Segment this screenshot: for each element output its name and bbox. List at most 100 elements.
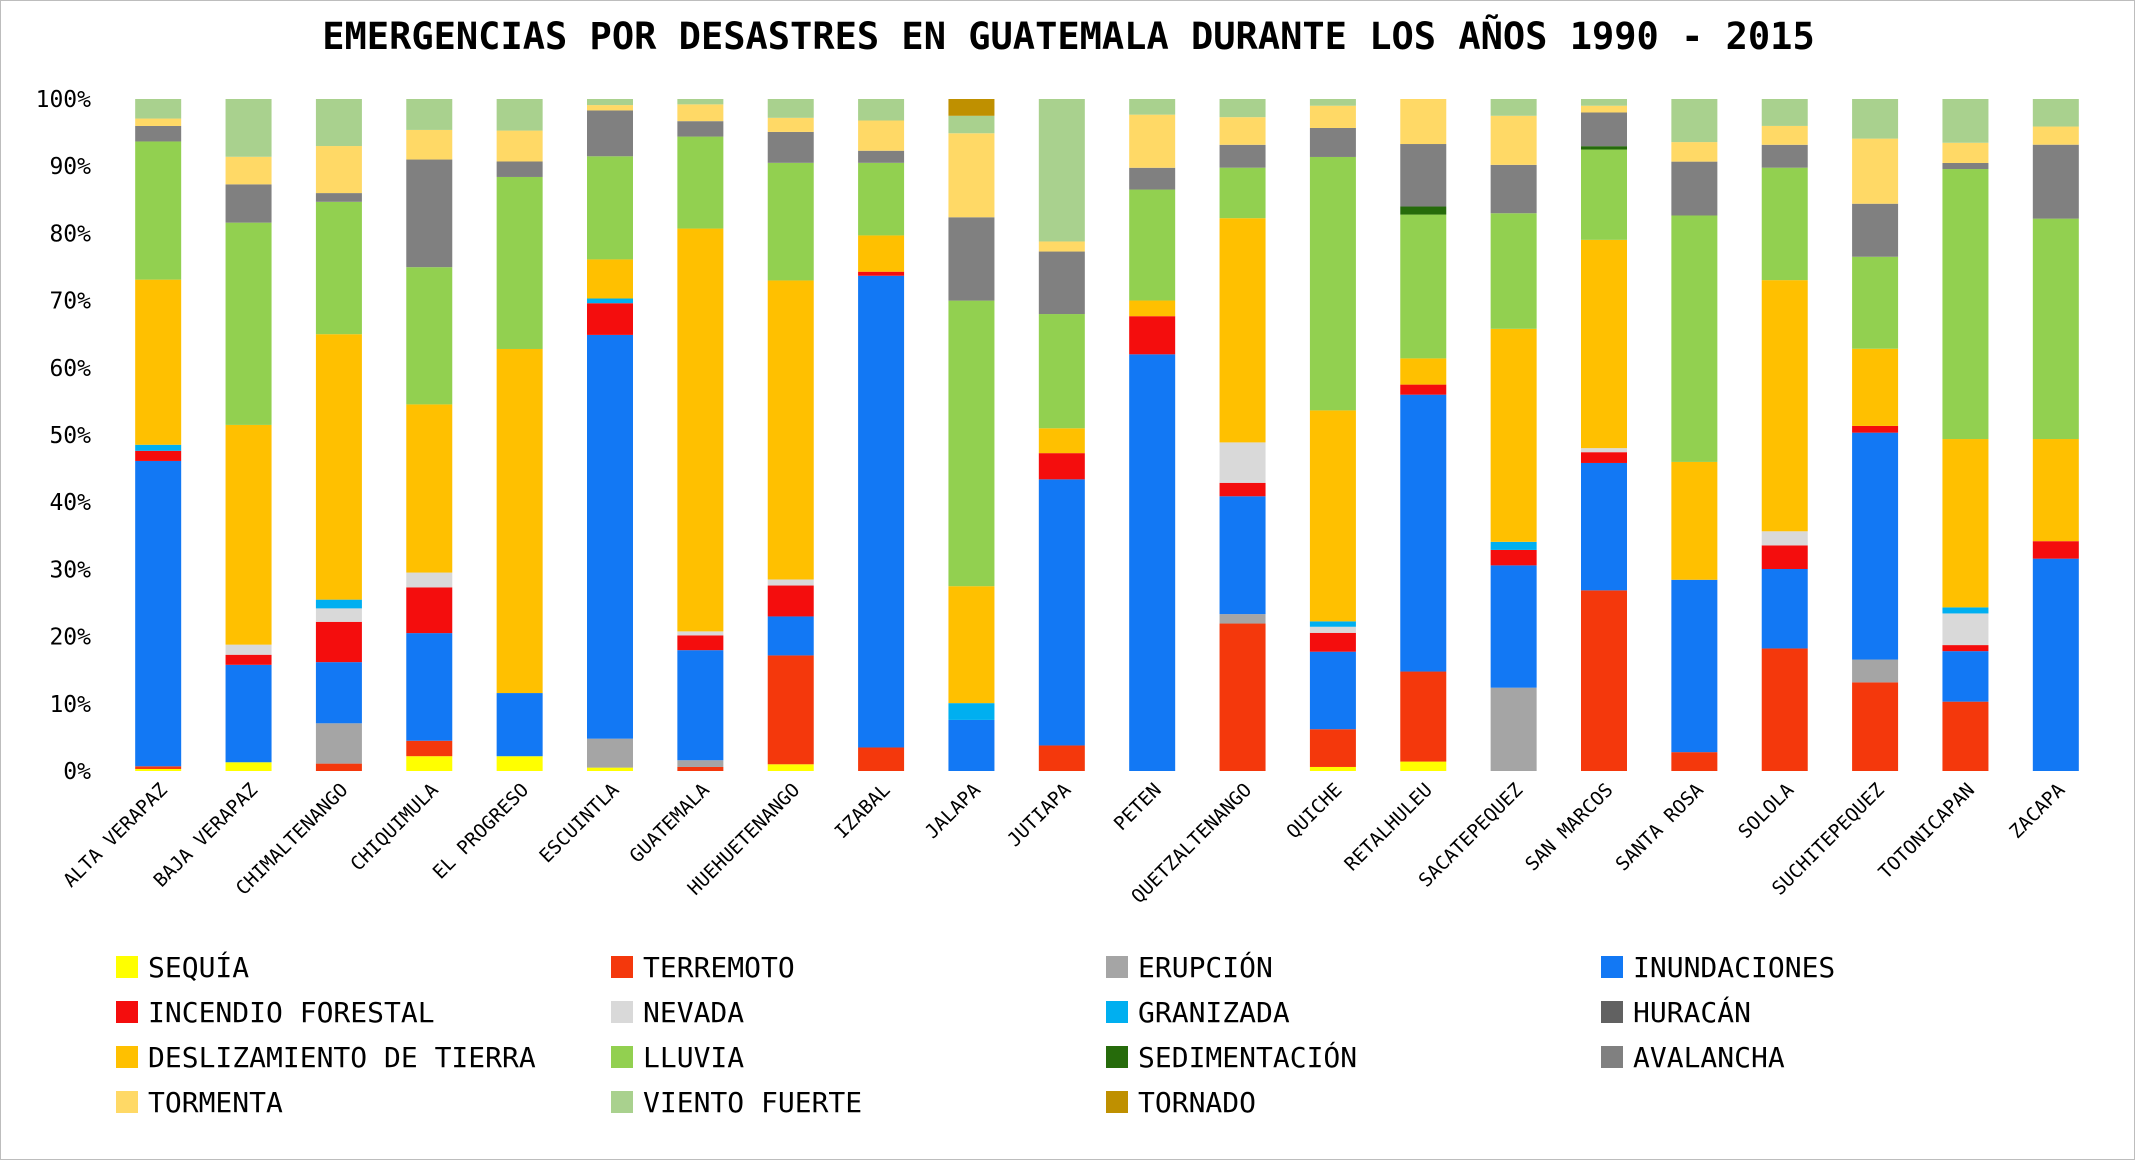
bar-segment [135,766,182,769]
bar-segment [496,130,543,162]
bar-segment [767,99,814,118]
y-tick-label: 10% [49,692,91,718]
bar-segment [1942,651,1989,702]
bar-segment [135,279,182,445]
bar-segment [1671,142,1718,162]
bar-segment [677,136,724,229]
legend-label: GRANIZADA [1138,996,1290,1029]
bar-segment [2032,541,2079,559]
bars-layer [135,99,2079,771]
category-label: PETEN [1110,779,1166,835]
bar-segment [1671,461,1718,580]
bar-stack [315,99,362,771]
bar-segment [1400,99,1447,145]
legend-label: TERREMOTO [643,951,795,984]
bar-segment [315,621,362,663]
legend-swatch [611,1091,633,1113]
bar-stack [677,99,724,771]
bar-segment [406,159,453,268]
bar-segment [1490,328,1537,542]
bar-segment [1038,745,1085,771]
y-tick-label: 80% [49,221,91,247]
bar-segment [2032,99,2079,127]
bar-segment [1129,354,1176,771]
bar-segment [496,176,543,349]
bar-segment [1852,256,1899,349]
bar-segment [2032,439,2079,542]
bar-segment [496,348,543,694]
bar-segment [496,693,543,757]
bar-stack [1671,99,1718,771]
category-label: JUTIAPA [1003,779,1076,852]
bar-segment [767,616,814,656]
legend-swatch [1601,1046,1623,1068]
bar-segment [1219,623,1266,771]
bar-stack [1852,99,1899,771]
bar-stack [1219,99,1266,771]
bar-segment [1490,164,1537,214]
legend-item: VIENTO FUERTE [611,1086,862,1119]
category-label: TOTONICAPAN [1874,779,1979,884]
category-label: CHIQUIMULA [346,779,443,876]
bar-stack [2032,99,2079,771]
bar-segment [135,444,182,451]
bar-segment [135,768,182,771]
bar-segment [1581,112,1627,147]
bar-segment [1671,215,1718,462]
bar-stack [767,99,814,771]
bar-segment [1942,645,1989,652]
bar-segment [1761,167,1808,281]
legend-swatch [1601,956,1623,978]
legend-swatch [611,1046,633,1068]
bar-segment [406,572,453,588]
legend-label: SEDIMENTACIÓN [1138,1040,1357,1074]
y-tick-label: 70% [49,289,91,315]
bar-segment [406,740,453,757]
legend-label: TORNADO [1138,1086,1256,1119]
bar-segment [1581,239,1627,449]
bar-segment [1852,348,1899,426]
bar-segment [1038,241,1085,252]
bar-segment [1761,545,1808,569]
bar-segment [315,193,362,202]
bar-segment [1219,99,1266,118]
bar-segment [225,664,272,763]
y-tick-label: 100% [36,87,92,113]
bar-segment [1129,316,1176,355]
axis-layer: 0% 10% 20% 30% 40% 50% 60% 70% 80% 90% 100% [36,87,92,785]
bar-segment [1219,167,1266,219]
bar-segment [1490,687,1537,771]
legend-label: SEQUÍA [148,950,249,984]
bar-segment [1309,651,1356,730]
bar-segment [1581,105,1627,113]
bar-stack [1400,99,1447,771]
legend-label: HURACÁN [1633,995,1751,1029]
bar-stack [1038,99,1085,771]
bar-stack [1309,99,1356,771]
legend-swatch [116,956,138,978]
bar-segment [1490,549,1537,566]
bar-segment [1309,632,1356,652]
bar-segment [225,184,272,223]
category-label: EL PROGRESO [429,779,534,884]
category-label: ESCUINTLA [535,779,624,868]
bar-segment [225,99,272,157]
bar-segment [858,747,905,771]
bar-segment [948,115,995,134]
bar-segment [225,654,272,665]
bar-segment [1038,428,1085,454]
bar-segment [135,125,182,142]
category-label: SANTA ROSA [1611,779,1708,876]
bar-segment [315,608,362,622]
bar-segment [225,762,272,771]
bar-segment [1490,115,1537,165]
y-tick-label: 60% [49,356,91,382]
bar-segment [1219,482,1266,497]
legend-item: NEVADA [611,996,744,1029]
bar-segment [767,280,814,580]
bar-segment [135,118,182,126]
bar-segment [135,141,182,280]
bar-segment [1400,671,1447,762]
bar-segment [406,633,453,741]
bar-stack [587,99,633,771]
